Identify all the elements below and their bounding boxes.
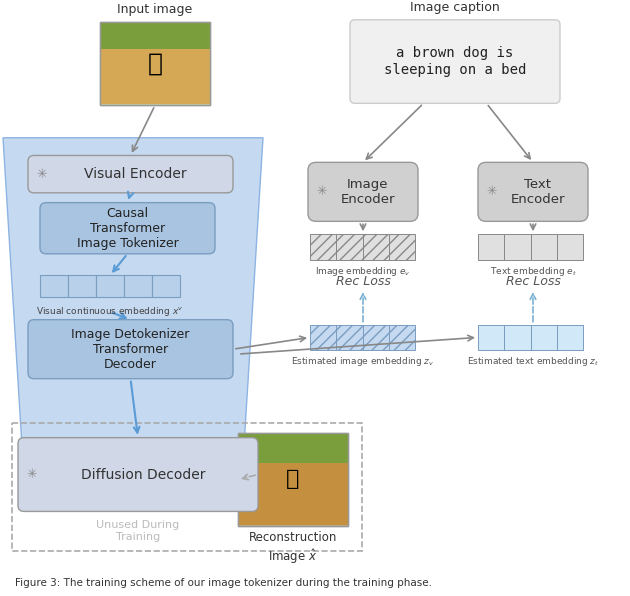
FancyBboxPatch shape — [28, 319, 233, 378]
FancyBboxPatch shape — [350, 20, 560, 103]
Bar — [124, 275, 152, 297]
Text: Causal
Transformer
Image Tokenizer: Causal Transformer Image Tokenizer — [77, 207, 178, 250]
Bar — [389, 325, 415, 350]
Polygon shape — [3, 138, 263, 462]
Text: Text
Encoder: Text Encoder — [511, 178, 565, 206]
FancyBboxPatch shape — [18, 437, 258, 511]
Text: Visual Encoder: Visual Encoder — [84, 167, 187, 181]
Bar — [310, 234, 336, 260]
Bar — [68, 275, 96, 297]
Text: a brown dog is
sleeping on a bed: a brown dog is sleeping on a bed — [384, 46, 526, 77]
Text: Figure 3: The training scheme of our image tokenizer during the training phase.: Figure 3: The training scheme of our ima… — [15, 578, 432, 588]
Bar — [12, 423, 362, 551]
Bar — [100, 21, 210, 105]
Bar — [504, 325, 530, 350]
Bar — [362, 325, 389, 350]
Bar — [40, 275, 68, 297]
Text: Input image: Input image — [117, 3, 193, 16]
Bar — [238, 463, 348, 525]
Text: ✳: ✳ — [37, 167, 47, 181]
Bar — [504, 234, 530, 260]
Text: Unused During
Training: Unused During Training — [96, 520, 180, 542]
Text: Estimated text embedding $z_t$: Estimated text embedding $z_t$ — [467, 355, 599, 368]
Bar — [557, 234, 583, 260]
Bar — [557, 325, 583, 350]
Bar — [96, 275, 124, 297]
FancyBboxPatch shape — [40, 203, 215, 254]
Text: ✳: ✳ — [487, 185, 497, 198]
FancyBboxPatch shape — [478, 162, 588, 221]
Bar — [362, 234, 389, 260]
Text: 🐕: 🐕 — [147, 51, 163, 76]
Text: Image Detokenizer
Transformer
Decoder: Image Detokenizer Transformer Decoder — [71, 328, 190, 371]
Bar — [478, 325, 504, 350]
Bar — [100, 49, 210, 104]
Text: Estimated image embedding $z_v$: Estimated image embedding $z_v$ — [291, 355, 435, 368]
Bar — [152, 275, 180, 297]
Bar — [336, 325, 362, 350]
Bar — [530, 234, 557, 260]
Text: ✳: ✳ — [317, 185, 327, 198]
Bar — [238, 433, 348, 463]
Text: Diffusion Decoder: Diffusion Decoder — [81, 467, 205, 482]
FancyBboxPatch shape — [308, 162, 418, 221]
Bar — [336, 234, 362, 260]
Text: Rec Loss: Rec Loss — [505, 275, 561, 288]
Text: Text embedding $e_t$: Text embedding $e_t$ — [490, 265, 576, 278]
Text: Visual continuous embedding $x^v$: Visual continuous embedding $x^v$ — [36, 305, 184, 318]
Text: Rec Loss: Rec Loss — [336, 275, 391, 288]
Bar — [100, 21, 210, 49]
Bar — [238, 433, 348, 526]
Text: ✳: ✳ — [26, 468, 37, 481]
FancyBboxPatch shape — [28, 156, 233, 193]
Text: 🐕: 🐕 — [286, 470, 300, 489]
Text: Image caption: Image caption — [410, 1, 500, 14]
Bar — [478, 234, 504, 260]
Bar — [100, 21, 210, 105]
Bar — [238, 433, 348, 526]
Text: Reconstruction
Image $\hat{x}$: Reconstruction Image $\hat{x}$ — [249, 531, 337, 566]
Bar — [310, 325, 336, 350]
Bar — [530, 325, 557, 350]
Text: Image embedding $e_v$: Image embedding $e_v$ — [315, 265, 411, 278]
Text: Image
Encoder: Image Encoder — [341, 178, 395, 206]
Bar — [389, 234, 415, 260]
